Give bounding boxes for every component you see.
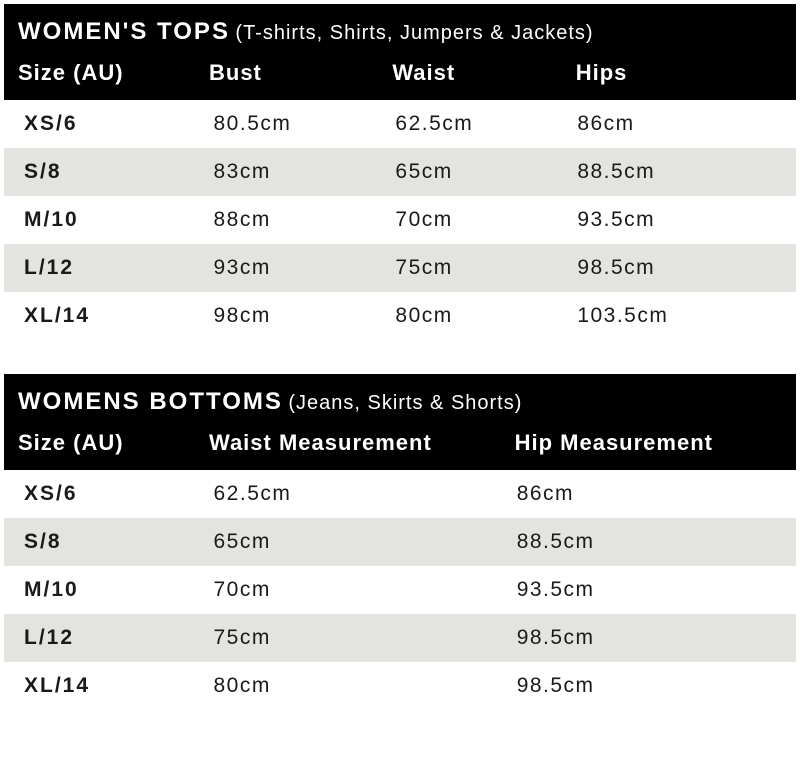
- bust-cell: 98cm: [214, 304, 396, 328]
- size-cell: L/12: [24, 256, 214, 280]
- bottoms-title: WOMENS BOTTOMS: [18, 388, 283, 415]
- waist-cell: 80cm: [395, 304, 577, 328]
- hips-cell: 98.5cm: [577, 256, 782, 280]
- hip-cell: 98.5cm: [517, 626, 782, 650]
- table-row: M/10 88cm 70cm 93.5cm: [4, 196, 796, 244]
- size-cell: M/10: [24, 208, 214, 232]
- bust-cell: 80.5cm: [214, 112, 396, 136]
- tops-col-waist: Waist: [392, 60, 575, 86]
- tops-col-hips: Hips: [576, 60, 782, 86]
- hip-cell: 86cm: [517, 482, 782, 506]
- table-row: S/8 65cm 88.5cm: [4, 518, 796, 566]
- waist-cell: 65cm: [214, 530, 517, 554]
- waist-cell: 65cm: [395, 160, 577, 184]
- table-row: XL/14 80cm 98.5cm: [4, 662, 796, 710]
- size-cell: S/8: [24, 160, 214, 184]
- waist-cell: 75cm: [214, 626, 517, 650]
- table-row: XL/14 98cm 80cm 103.5cm: [4, 292, 796, 340]
- table-row: M/10 70cm 93.5cm: [4, 566, 796, 614]
- waist-cell: 62.5cm: [214, 482, 517, 506]
- waist-cell: 80cm: [214, 674, 517, 698]
- tops-col-bust: Bust: [209, 60, 392, 86]
- hips-cell: 103.5cm: [577, 304, 782, 328]
- tops-subtitle: (T-shirts, Shirts, Jumpers & Jackets): [235, 22, 593, 44]
- bust-cell: 88cm: [214, 208, 396, 232]
- hips-cell: 93.5cm: [577, 208, 782, 232]
- bottoms-subtitle: (Jeans, Skirts & Shorts): [288, 392, 522, 414]
- table-row: S/8 83cm 65cm 88.5cm: [4, 148, 796, 196]
- hip-cell: 93.5cm: [517, 578, 782, 602]
- hips-cell: 88.5cm: [577, 160, 782, 184]
- hip-cell: 98.5cm: [517, 674, 782, 698]
- size-cell: XL/14: [24, 674, 214, 698]
- waist-cell: 70cm: [214, 578, 517, 602]
- table-row: L/12 93cm 75cm 98.5cm: [4, 244, 796, 292]
- bottoms-col-size: Size (AU): [18, 430, 209, 456]
- tops-title-row: WOMEN'S TOPS (T-shirts, Shirts, Jumpers …: [4, 4, 796, 54]
- table-row: XS/6 80.5cm 62.5cm 86cm: [4, 100, 796, 148]
- size-cell: S/8: [24, 530, 214, 554]
- bottoms-header-row: Size (AU) Waist Measurement Hip Measurem…: [4, 424, 796, 470]
- tops-col-size: Size (AU): [18, 60, 209, 86]
- table-row: XS/6 62.5cm 86cm: [4, 470, 796, 518]
- hips-cell: 86cm: [577, 112, 782, 136]
- size-cell: M/10: [24, 578, 214, 602]
- tops-header-row: Size (AU) Bust Waist Hips: [4, 54, 796, 100]
- tops-title: WOMEN'S TOPS: [18, 18, 230, 45]
- hip-cell: 88.5cm: [517, 530, 782, 554]
- waist-cell: 62.5cm: [395, 112, 577, 136]
- table-row: L/12 75cm 98.5cm: [4, 614, 796, 662]
- size-cell: XS/6: [24, 482, 214, 506]
- bottoms-title-row: WOMENS BOTTOMS (Jeans, Skirts & Shorts): [4, 374, 796, 424]
- tops-size-table: WOMEN'S TOPS (T-shirts, Shirts, Jumpers …: [4, 4, 796, 340]
- waist-cell: 75cm: [395, 256, 577, 280]
- bust-cell: 93cm: [214, 256, 396, 280]
- size-cell: L/12: [24, 626, 214, 650]
- size-cell: XS/6: [24, 112, 214, 136]
- bust-cell: 83cm: [214, 160, 396, 184]
- bottoms-size-table: WOMENS BOTTOMS (Jeans, Skirts & Shorts) …: [4, 374, 796, 710]
- bottoms-col-hip: Hip Measurement: [515, 430, 782, 456]
- waist-cell: 70cm: [395, 208, 577, 232]
- size-cell: XL/14: [24, 304, 214, 328]
- bottoms-col-waist: Waist Measurement: [209, 430, 515, 456]
